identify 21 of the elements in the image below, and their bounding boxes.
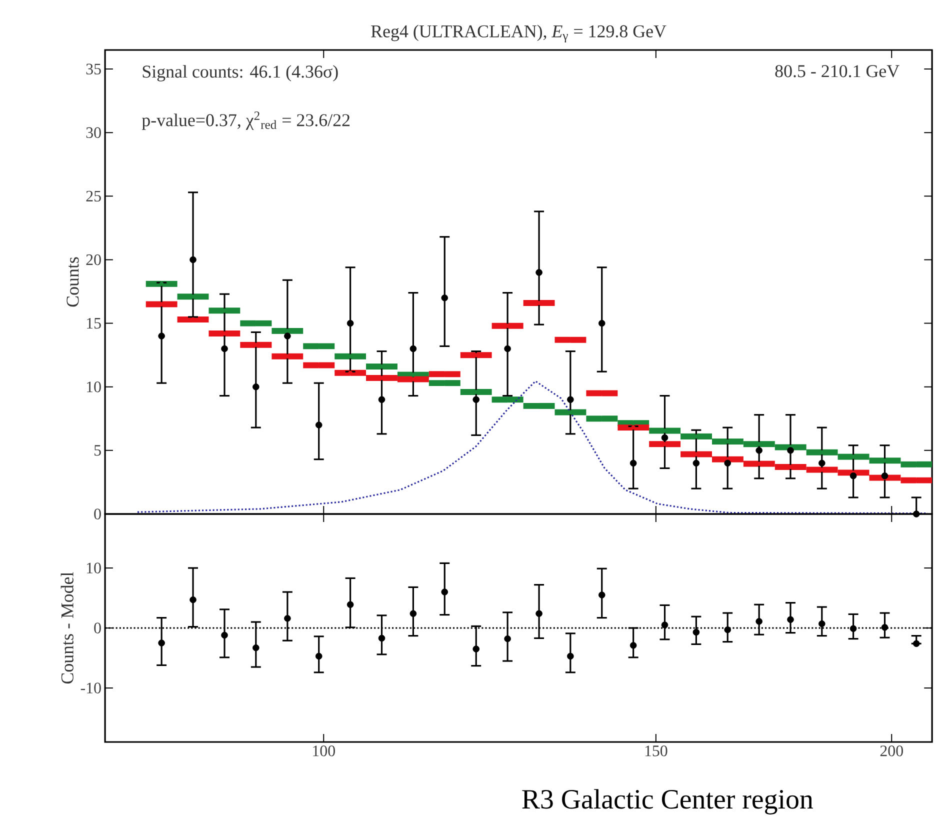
x-tick-label: 200 (880, 746, 903, 756)
y-tick-label: 25 (86, 190, 101, 202)
chart-title: Reg4 (ULTRACLEAN), E$_{γ}$ = 129.8 GeV (371, 24, 666, 42)
y-tick-label: 10 (86, 562, 101, 574)
y-axis-title: Counts - Model (60, 572, 74, 684)
annotation: Signal counts: 46.1 (4.36σ) (142, 65, 338, 82)
y-tick-label: 0 (94, 622, 101, 634)
y-tick-label: 10 (86, 382, 101, 392)
y-axis-title: Counts (66, 257, 79, 307)
y-tick-label: 30 (86, 127, 101, 138)
annotation: p-value=0.37, χ$^{2}$$_{red}$ = 23.6/22 (142, 112, 350, 130)
text: R3 Galactic Center region (522, 789, 813, 814)
y-tick-label: 5 (94, 445, 101, 456)
y-tick-label: 0 (94, 508, 101, 520)
y-tick-label: 20 (86, 254, 101, 266)
y-tick-label: 35 (86, 64, 101, 74)
x-tick-label: 150 (645, 746, 668, 756)
y-tick-label: 15 (86, 318, 101, 329)
annotation: 80.5 - 210.1 GeV (775, 65, 900, 78)
y-tick-label: -10 (80, 682, 101, 694)
x-tick-label: 100 (313, 746, 335, 756)
